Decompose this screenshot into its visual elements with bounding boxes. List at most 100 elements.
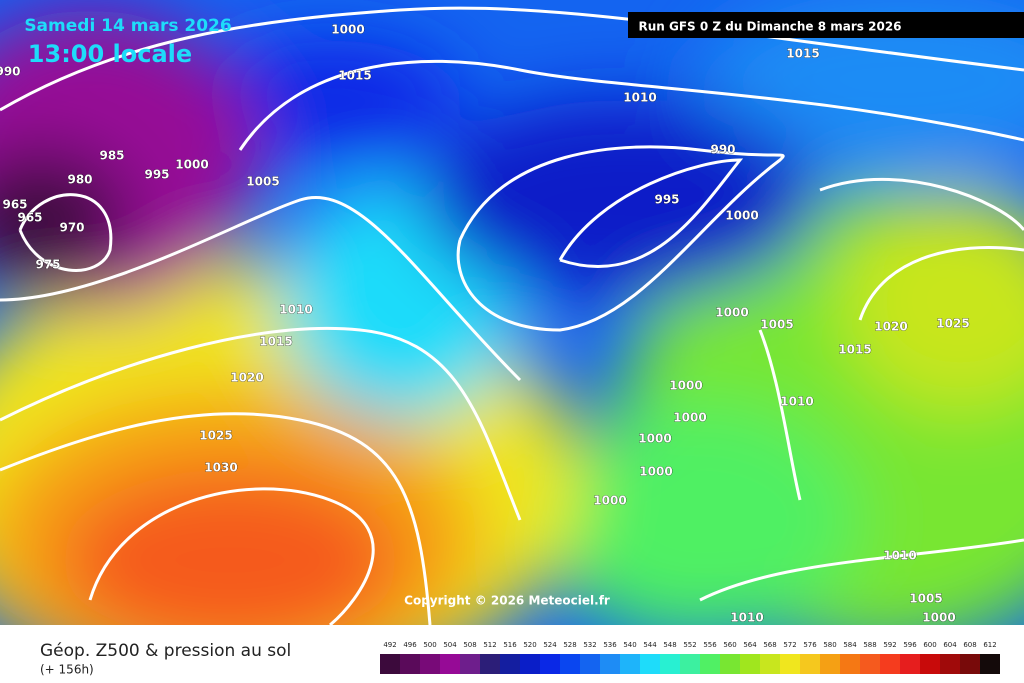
isobar-label: 1000 <box>669 379 702 393</box>
legend-swatch <box>980 654 1000 674</box>
isobar-label: 975 <box>35 258 60 272</box>
legend-swatch <box>680 654 700 674</box>
legend-swatch <box>960 654 980 674</box>
run-info: Run GFS 0 Z du Dimanche 8 mars 2026 <box>638 20 901 34</box>
legend-value: 520 <box>523 641 536 649</box>
isobar-label: 1020 <box>230 371 263 385</box>
legend-swatch <box>700 654 720 674</box>
legend-value: 552 <box>683 641 696 649</box>
legend-swatch <box>460 654 480 674</box>
legend-value: 560 <box>723 641 736 649</box>
legend-swatch <box>820 654 840 674</box>
isobar-labels: 1000 1015 1015 1010 990 995 1000 985 980 995 1000 1… <box>0 22 970 625</box>
legend-value: 576 <box>803 641 817 649</box>
isobar-label: 1000 <box>331 23 364 37</box>
legend-swatch <box>520 654 540 674</box>
legend-value: 532 <box>583 641 596 649</box>
legend-value: 568 <box>763 641 776 649</box>
isobar-label: 970 <box>59 221 84 235</box>
isobar-label: 1000 <box>639 465 672 479</box>
isobar-label: 1010 <box>279 303 312 317</box>
isobar-label: 965 <box>2 198 27 212</box>
isobar-label: 1000 <box>593 494 626 508</box>
legend-value: 492 <box>383 641 396 649</box>
date: Samedi 14 mars 2026 <box>24 16 231 36</box>
legend-value: 556 <box>703 641 717 649</box>
legend-value: 604 <box>943 641 957 649</box>
isobar-label: 1015 <box>838 343 871 357</box>
legend-swatch <box>800 654 820 674</box>
legend-swatch <box>600 654 620 674</box>
legend-swatch <box>380 654 400 674</box>
legend-swatch <box>480 654 500 674</box>
legend-value: 524 <box>543 641 557 649</box>
legend-swatch <box>940 654 960 674</box>
isobar-label: 965 <box>17 211 42 225</box>
legend-value: 508 <box>463 641 476 649</box>
legend-swatch <box>500 654 520 674</box>
time: 13:00 locale <box>28 40 192 68</box>
isobar-label: 1010 <box>730 611 763 625</box>
legend-swatch <box>580 654 600 674</box>
isobar-label: 1005 <box>760 318 793 332</box>
isobar-label: 1015 <box>786 47 819 61</box>
isobar-label: 990 <box>0 65 21 79</box>
footer-title: Géop. Z500 & pression au sol <box>40 641 291 661</box>
legend-value: 528 <box>563 641 576 649</box>
legend-value: 540 <box>623 641 636 649</box>
isobar-label: 1000 <box>725 209 758 223</box>
legend-swatch <box>720 654 740 674</box>
legend-swatch <box>660 654 680 674</box>
legend-value: 516 <box>503 641 517 649</box>
isobar-label: 1010 <box>780 395 813 409</box>
legend-swatch <box>900 654 920 674</box>
legend-swatch <box>860 654 880 674</box>
legend-swatch <box>880 654 900 674</box>
legend-value: 608 <box>963 641 976 649</box>
legend-value: 500 <box>423 641 436 649</box>
legend-value: 600 <box>923 641 936 649</box>
footer-lead: (+ 156h) <box>40 663 94 677</box>
legend-swatch <box>760 654 780 674</box>
legend-value: 544 <box>643 641 657 649</box>
legend-swatch <box>740 654 760 674</box>
legend-value: 584 <box>843 641 857 649</box>
legend-swatch <box>540 654 560 674</box>
legend-value: 612 <box>983 641 996 649</box>
isobar-label: 980 <box>67 173 92 187</box>
isobar-label: 990 <box>710 143 735 157</box>
isobar-label: 985 <box>99 149 124 163</box>
legend-swatch <box>840 654 860 674</box>
legend-value: 592 <box>883 641 896 649</box>
legend-value: 572 <box>783 641 796 649</box>
isobar-label: 1015 <box>259 335 292 349</box>
isobar-label: 1005 <box>246 175 279 189</box>
legend-swatch <box>780 654 800 674</box>
isobar-label: 1000 <box>638 432 671 446</box>
legend-swatch <box>620 654 640 674</box>
legend-value: 512 <box>483 641 496 649</box>
isobar-label: 1000 <box>175 158 208 172</box>
legend-value: 536 <box>603 641 617 649</box>
isobar-label: 1020 <box>874 320 907 334</box>
isobar-label: 995 <box>654 193 679 207</box>
isobar-label: 1010 <box>883 549 916 563</box>
legend-value: 548 <box>663 641 676 649</box>
isobar-label: 1005 <box>909 592 942 606</box>
legend-swatch <box>400 654 420 674</box>
isobar-label: 1025 <box>199 429 232 443</box>
legend-value: 564 <box>743 641 757 649</box>
isobar-label: 1000 <box>715 306 748 320</box>
color-legend: 492 496 500 504 508 512 516 520 524 528 532 536 540 5… <box>380 641 1000 674</box>
copyright: Copyright © 2026 Meteociel.fr <box>404 594 610 608</box>
isobar-label: 1030 <box>204 461 237 475</box>
isobar-label: 1000 <box>922 611 955 625</box>
isobar-label: 1025 <box>936 317 969 331</box>
legend-value: 596 <box>903 641 917 649</box>
legend-swatch <box>640 654 660 674</box>
legend-value: 580 <box>823 641 836 649</box>
legend-value: 496 <box>403 641 417 649</box>
isobar-label: 995 <box>144 168 169 182</box>
